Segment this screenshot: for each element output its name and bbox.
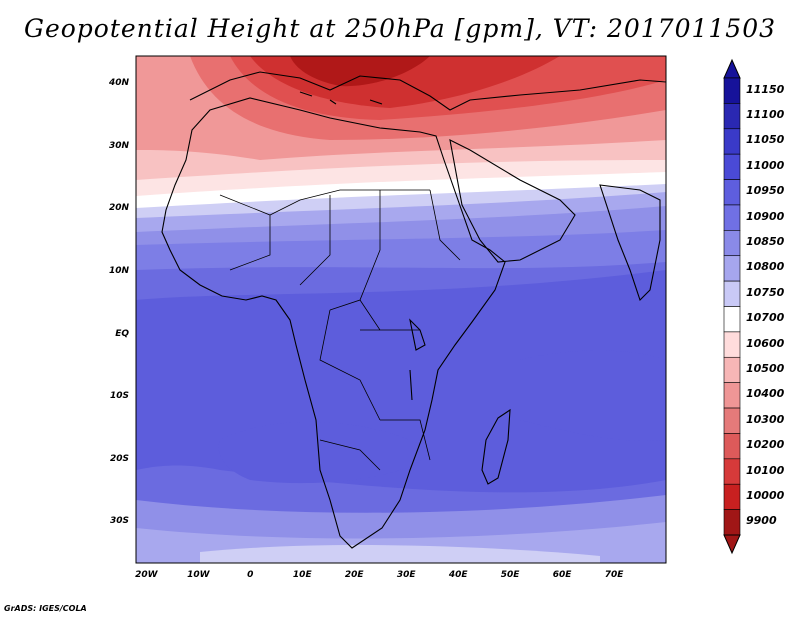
colorbar-swatch — [723, 433, 741, 460]
lat-tick-label: 10S — [109, 391, 129, 402]
colorbar-swatch — [723, 331, 741, 358]
colorbar-swatch — [723, 356, 741, 383]
height-field — [136, 56, 666, 563]
colorbar-level-label: 11150 — [746, 82, 785, 96]
colorbar-swatch — [723, 77, 741, 104]
chart-title: Geopotential Height at 250hPa [gpm], VT:… — [23, 14, 777, 43]
colorbar — [723, 58, 741, 555]
colorbar-level-label: 11100 — [746, 108, 785, 122]
colorbar-swatch — [723, 306, 741, 333]
colorbar-swatch — [723, 509, 741, 536]
lat-tick-label: 20N — [108, 203, 129, 214]
colorbar-top-arrow — [723, 58, 741, 79]
colorbar-level-label: 10200 — [746, 438, 785, 452]
colorbar-bottom-arrow — [723, 534, 741, 555]
colorbar-level-label: 11050 — [746, 133, 785, 147]
colorbar-level-label: 10800 — [746, 260, 785, 274]
madagascar-coast — [481, 408, 511, 485]
colorbar-swatch — [723, 255, 741, 282]
lon-tick-label: 60E — [552, 570, 572, 580]
field-band-trough-deep-blue — [218, 421, 430, 484]
colorbar-swatch — [723, 407, 741, 434]
colorbar-swatch — [723, 483, 741, 510]
colorbar-swatch — [723, 458, 741, 485]
colorbar-level-label: 11000 — [746, 158, 785, 172]
colorbar-swatch — [723, 153, 741, 180]
borders — [219, 189, 461, 471]
colorbar-swatch — [723, 230, 741, 257]
colorbar-level-label: 10400 — [746, 387, 785, 401]
colorbar-swatch — [723, 204, 741, 231]
colorbar-swatch — [723, 179, 741, 206]
lon-tick-label: 10E — [292, 570, 312, 580]
colorbar-level-label: 10600 — [746, 336, 785, 350]
colorbar-swatch — [723, 128, 741, 155]
colorbar-level-label: 10850 — [746, 235, 785, 249]
colorbar-level-label: 10500 — [746, 361, 785, 375]
plot-frame — [135, 55, 667, 564]
grads-credit: GrADS: IGES/COLA — [4, 604, 87, 613]
great-lakes — [409, 318, 426, 401]
arabia-coast — [449, 139, 576, 263]
lat-tick-label: 30N — [108, 140, 129, 151]
india-coast — [599, 184, 661, 302]
lat-tick-label: 10N — [108, 265, 129, 276]
europe-coast — [189, 71, 666, 111]
colorbar-level-label: 9900 — [746, 514, 777, 528]
colorbar-level-label: 10700 — [746, 311, 785, 325]
colorbar-level-label: 10750 — [746, 285, 785, 299]
field-band-south-pale-blue — [200, 545, 600, 563]
colorbar-level-label: 10100 — [746, 463, 785, 477]
coastlines — [161, 71, 666, 549]
lon-tick-label: 0 — [247, 570, 254, 580]
lon-tick-label: 10W — [187, 570, 210, 580]
colorbar-swatch — [723, 103, 741, 130]
lon-tick-label: 30E — [396, 570, 416, 580]
colorbar-level-label: 10000 — [746, 488, 785, 502]
lon-tick-label: 40E — [448, 570, 468, 580]
mediterranean-islands — [299, 91, 383, 105]
colorbar-swatch — [723, 382, 741, 409]
lat-tick-label: 30S — [109, 516, 129, 527]
field-band-trough-deep-blue-2 — [520, 350, 666, 441]
field-band-darkest-red — [290, 56, 430, 87]
lon-tick-label: 20W — [135, 570, 158, 580]
africa-coast — [161, 97, 506, 549]
lat-tick-label: 20S — [109, 453, 129, 464]
colorbar-level-label: 10300 — [746, 412, 785, 426]
lon-tick-label: 20E — [344, 570, 364, 580]
colorbar-swatch — [723, 280, 741, 307]
colorbar-level-label: 10900 — [746, 209, 785, 223]
lon-tick-label: 50E — [500, 570, 520, 580]
lat-tick-label: EQ — [115, 328, 129, 339]
lat-tick-label: 40N — [108, 78, 129, 89]
colorbar-level-label: 10950 — [746, 184, 785, 198]
lon-tick-label: 70E — [604, 570, 624, 580]
